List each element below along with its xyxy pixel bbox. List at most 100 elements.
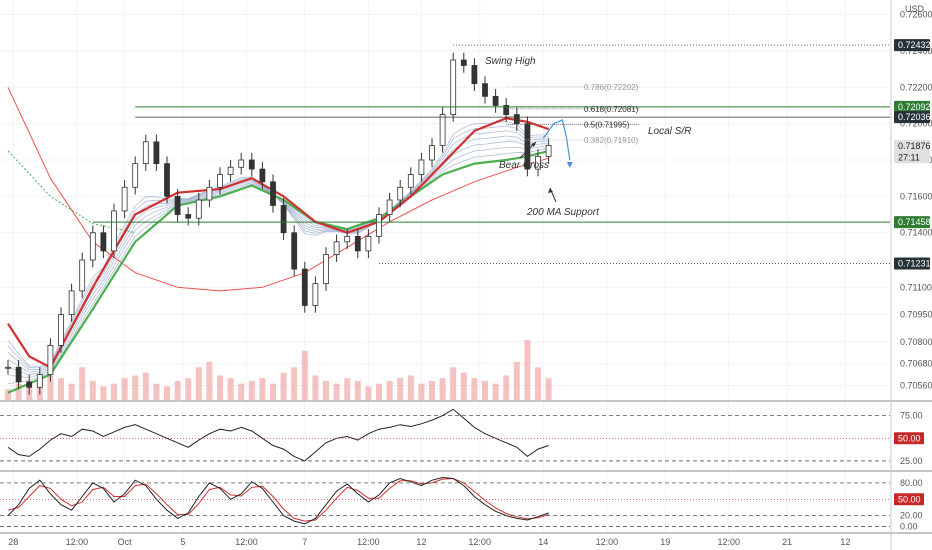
price-tick-label: 0.71100 <box>900 282 932 292</box>
volume-bar <box>270 383 276 400</box>
candle-body <box>153 141 160 165</box>
candle-body <box>280 205 287 234</box>
candle-body <box>68 290 75 315</box>
volume-bar <box>460 372 467 400</box>
price-tick-label: 0.70560 <box>900 380 932 390</box>
candle-body <box>503 105 510 115</box>
ribbon-line <box>7 121 549 367</box>
volume-bar <box>482 380 488 400</box>
volume-bar <box>545 378 552 400</box>
ma-support-arrowhead <box>548 188 553 193</box>
projection-path <box>542 119 571 161</box>
local-sr-label: Local S/R <box>648 126 691 137</box>
volume-bar <box>5 389 11 400</box>
candle-body <box>15 366 22 383</box>
volume-bar <box>206 361 213 400</box>
price-badge-label: 0.72432 <box>898 40 931 50</box>
time-tick-label: 12:00 <box>357 537 380 547</box>
price-badge-label: 0.72092 <box>898 102 931 112</box>
candle-body <box>450 59 457 115</box>
volume-bar <box>407 375 414 400</box>
volume-bar <box>301 350 308 400</box>
price-pane[interactable]: 0.786(0.72202) 0.618(0.72081) 0.5(0.71995)… <box>5 44 890 400</box>
bear-cross-label: Bear Cross <box>499 160 549 171</box>
volume-bar <box>524 340 531 400</box>
volume-bar <box>492 383 499 400</box>
candle-body <box>26 381 33 388</box>
price-badge-label: 0.71458 <box>898 217 931 227</box>
price-tick-label: 0.72600 <box>900 10 932 20</box>
volume-bar <box>89 380 96 400</box>
volume-bar <box>429 380 435 400</box>
volume-bar <box>79 367 86 400</box>
volume-bar <box>58 378 64 400</box>
volume-bar <box>121 378 128 400</box>
time-tick-label: 28 <box>8 537 18 547</box>
candle-body <box>365 235 372 252</box>
horizontal-levels <box>92 44 890 264</box>
stoch-k-line <box>7 476 549 525</box>
candle-body <box>36 374 43 388</box>
price-axis[interactable]: 0.726000.724000.722000.720000.718000.716… <box>894 10 932 532</box>
time-axis[interactable]: 28 12:00 Oct 5 12:00 7 12:00 12 12:00 14 12:00 19 12… <box>8 537 850 547</box>
volume-bar <box>238 383 245 400</box>
candle-body <box>100 232 107 252</box>
time-tick-label: 7 <box>302 537 307 547</box>
volume-bar <box>397 378 404 400</box>
candle-body <box>513 114 520 125</box>
projection-arrowhead <box>566 162 573 168</box>
ma-red-line <box>7 117 549 369</box>
rsi-tick-label: 25.00 <box>900 456 923 466</box>
volume-bar <box>280 372 287 400</box>
currency-label: USD <box>905 4 925 14</box>
volume-bar <box>142 372 149 400</box>
candle-body <box>132 163 139 188</box>
candle-body <box>217 174 223 188</box>
candle-body <box>418 159 425 175</box>
volume-bar <box>354 380 361 400</box>
volume-bar <box>344 378 351 400</box>
candle-body <box>344 235 351 243</box>
volume-bar <box>386 380 393 400</box>
volume-bar <box>217 375 223 400</box>
price-badge-label: 0.71876 <box>898 141 931 151</box>
candle-body <box>333 241 340 255</box>
candle-body <box>524 123 531 170</box>
volume-bar <box>164 386 170 400</box>
price-tick-label: 0.70950 <box>900 310 932 320</box>
stochastic-pane[interactable] <box>0 476 890 527</box>
stoch-level-label: 50.00 <box>898 494 921 504</box>
ma200-line <box>7 87 549 292</box>
volume-bar <box>100 386 107 400</box>
candle-body <box>397 186 404 201</box>
price-badge <box>894 140 930 153</box>
rsi-line <box>7 408 549 462</box>
volume-bar <box>365 386 372 400</box>
candle-body <box>111 210 117 252</box>
volume-bar <box>333 383 340 400</box>
price-badge-label: 0.72036 <box>898 112 931 122</box>
rsi-pane[interactable] <box>0 408 890 462</box>
volume-bar <box>439 378 446 400</box>
fib-retracement[interactable]: 0.786(0.72202) 0.618(0.72081) 0.5(0.71995)… <box>506 83 640 145</box>
time-tick-label: 12:00 <box>718 537 741 547</box>
volume-bar <box>227 378 234 400</box>
price-badge <box>894 257 930 270</box>
volume-bar <box>132 375 139 400</box>
candle-body <box>5 366 11 369</box>
candle-body <box>248 159 255 170</box>
volume-bar <box>259 378 266 400</box>
candle-body <box>227 166 234 175</box>
volume-bar <box>471 378 478 400</box>
volume-bar <box>291 367 298 400</box>
time-tick-label: 12 <box>840 537 850 547</box>
price-tick-label: 0.70680 <box>900 359 932 369</box>
volume-bar <box>111 383 117 400</box>
time-tick-label: 14 <box>538 537 548 547</box>
price-badge-label: 27:11 <box>898 152 920 162</box>
price-badge <box>894 39 930 52</box>
candle-body <box>535 155 541 170</box>
price-badge <box>894 111 930 124</box>
